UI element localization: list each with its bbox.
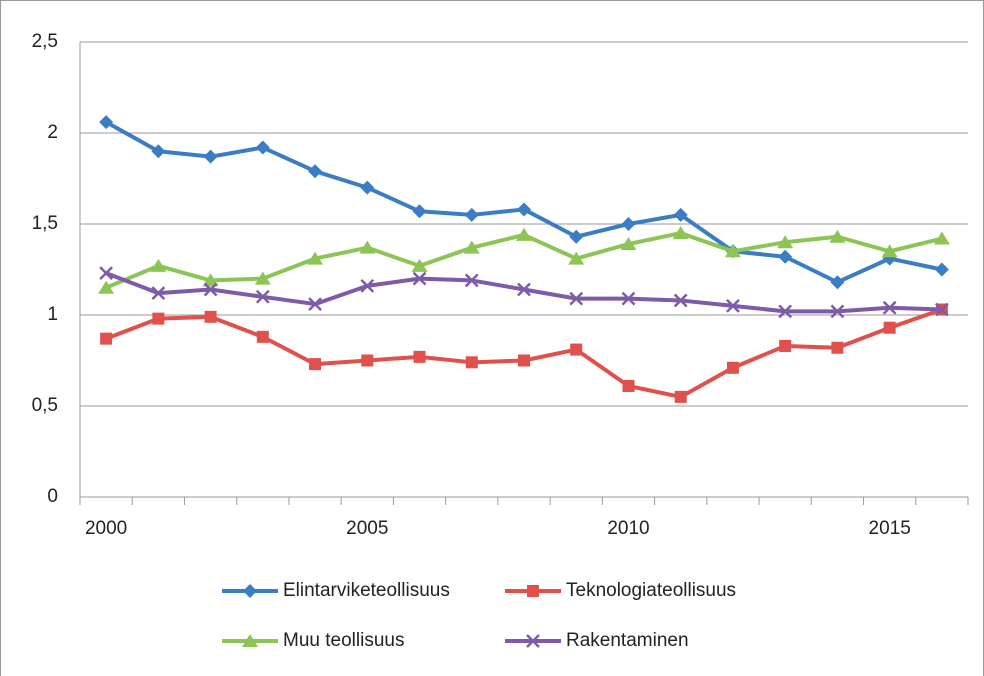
point [517, 282, 531, 297]
point [413, 350, 426, 363]
point [777, 235, 794, 249]
point [254, 271, 271, 285]
point [203, 149, 218, 164]
point [726, 299, 740, 313]
legend-marker [526, 634, 540, 648]
legend-marker [242, 634, 258, 647]
point [151, 286, 166, 301]
point [933, 231, 950, 245]
x-tick-label: 2000 [85, 518, 127, 539]
point [829, 229, 846, 243]
legend-label: Muu teollisuus [283, 630, 404, 651]
point [881, 244, 898, 258]
legend-marker [243, 584, 257, 598]
legend-label: Elintarviketeollisuus [283, 580, 450, 601]
point [360, 278, 375, 293]
point [308, 164, 323, 179]
y-tick-label: 2 [47, 122, 58, 143]
point [98, 280, 115, 294]
point [309, 358, 322, 371]
y-tick-label: 2,5 [32, 31, 58, 52]
point [99, 266, 114, 281]
x-tick-label: 2005 [346, 518, 388, 539]
point [256, 330, 269, 343]
point [831, 341, 844, 354]
y-tick-label: 1 [47, 304, 58, 325]
legend-marker [527, 585, 539, 597]
point [673, 293, 688, 308]
point [465, 356, 478, 369]
y-tick-label: 1,5 [32, 213, 58, 234]
point [779, 339, 792, 352]
point [517, 202, 531, 217]
point [569, 229, 584, 244]
point [307, 251, 324, 265]
point [672, 226, 689, 240]
legend-label: Rakentaminen [566, 630, 689, 651]
point [412, 204, 427, 219]
point [255, 289, 270, 304]
point [830, 275, 845, 290]
point [412, 271, 427, 286]
legend-label: Teknologiateollisuus [566, 580, 736, 601]
point [934, 302, 949, 317]
point [620, 237, 637, 251]
y-tick-label: 0,5 [32, 395, 58, 416]
point [778, 304, 793, 319]
point [150, 258, 167, 272]
point [673, 207, 688, 222]
point [464, 273, 479, 288]
point [778, 249, 793, 264]
point [151, 144, 166, 159]
series-line [105, 120, 943, 285]
point [359, 240, 376, 254]
point [726, 361, 739, 374]
point [203, 282, 218, 297]
point [411, 258, 428, 272]
point [882, 300, 897, 315]
point [516, 227, 532, 241]
point [883, 321, 896, 334]
series-line [105, 231, 943, 290]
point [464, 207, 479, 222]
point [830, 304, 845, 319]
point [99, 115, 114, 130]
point [204, 310, 217, 323]
point [361, 354, 374, 367]
point [674, 390, 687, 403]
point [622, 379, 635, 392]
point [934, 262, 949, 277]
point [360, 180, 375, 195]
x-tick-label: 2015 [869, 518, 911, 539]
point [569, 291, 584, 306]
point [568, 251, 585, 265]
point [255, 140, 270, 155]
point [152, 312, 165, 325]
series-line [105, 307, 943, 399]
point [621, 217, 636, 231]
y-tick-label: 0 [47, 486, 58, 507]
point [308, 297, 322, 311]
point [621, 291, 636, 306]
point [570, 343, 583, 356]
point [463, 240, 480, 254]
point [202, 273, 219, 287]
point [100, 332, 113, 345]
x-tick-label: 2010 [607, 518, 649, 539]
point [518, 354, 530, 367]
point [724, 244, 741, 258]
